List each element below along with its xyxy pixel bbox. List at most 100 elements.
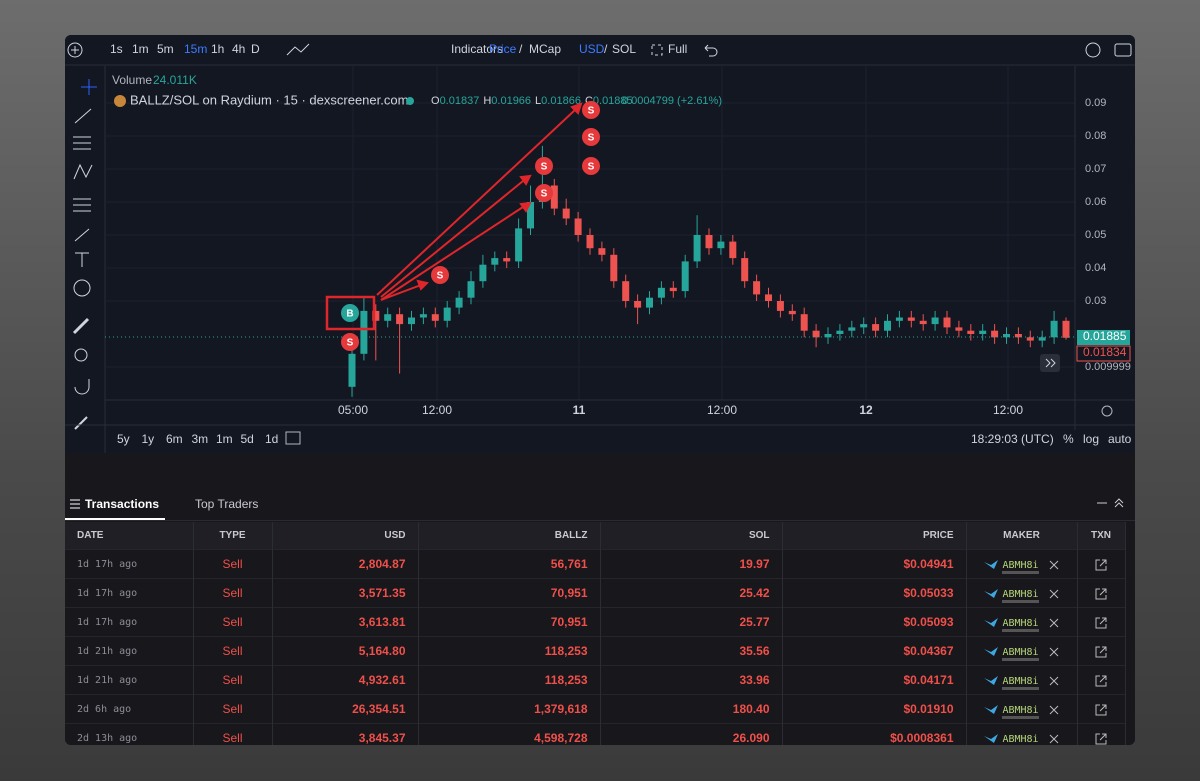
cell-date: 2d 6h ago [65,694,194,724]
filter-maker[interactable] [1049,560,1059,570]
filter-maker[interactable] [1049,589,1059,599]
panel-controls[interactable] [1095,497,1125,509]
tabs-background [65,453,1135,487]
add-icon[interactable] [67,42,83,58]
cell-txn [1077,607,1126,637]
brush-tool[interactable] [74,228,90,242]
filter-maker[interactable] [1049,618,1059,628]
candle-body [657,287,665,298]
ohlc-label: L [535,95,541,107]
cell-type: Sell [193,665,273,695]
candle-body [884,320,891,331]
interval-button[interactable]: D [251,42,260,56]
candle-body [1038,337,1046,341]
cell-price: $0.0008361 [782,723,967,745]
fullscreen-icon [651,44,663,56]
cell-sol: 35.56 [600,636,783,666]
candle-body [479,264,487,282]
open-txn[interactable] [1095,588,1107,600]
trade-marker [341,333,359,351]
percent-toggle[interactable]: % [1063,432,1074,446]
indicators-button[interactable]: Indicators [451,42,503,56]
y-tick-label: 0.04 [1085,262,1106,274]
interval-button[interactable]: 15m [184,42,207,56]
range-button[interactable]: 5d [241,432,254,446]
tab[interactable]: Transactions [85,497,160,511]
range-button[interactable]: 5y [117,432,130,446]
date-range-icon[interactable] [285,431,301,445]
maker[interactable]: ABMH8i [1002,705,1039,719]
x-tick-label: 11 [573,403,586,417]
trade-marker-label: S [541,189,548,200]
interval-button[interactable]: 5m [157,42,174,56]
settings-icon[interactable] [1085,42,1101,58]
x-tick-label: 12:00 [707,403,737,417]
log-toggle[interactable]: log [1083,432,1099,446]
maker[interactable]: ABMH8i [1002,676,1039,690]
app-window: Indicators Price / MCap USD / SOL Full 0… [65,35,1135,745]
filter-maker[interactable] [1049,647,1059,657]
maker[interactable]: ABMH8i [1002,589,1039,603]
mcap-toggle[interactable]: MCap [529,42,561,56]
candle-body [491,258,499,265]
magnet-tool[interactable] [74,379,90,395]
maker[interactable]: ABMH8i [1002,560,1039,574]
sol-toggle[interactable]: SOL [612,42,636,56]
open-txn[interactable] [1095,675,1107,687]
open-txn[interactable] [1095,704,1107,716]
range-button[interactable]: 1d [265,432,278,446]
maker[interactable]: ABMH8i [1002,734,1039,745]
candle-body [979,330,987,334]
cell-ballz: 1,379,618 [418,694,601,724]
interval-button[interactable]: 4h [232,42,245,56]
undo-icon[interactable] [704,44,718,57]
price-toggle[interactable]: Price [489,42,517,56]
interval-button[interactable]: 1m [132,42,149,56]
ruler-tool[interactable] [72,317,90,335]
open-txn[interactable] [1095,559,1107,571]
tab-underline [65,518,165,520]
candle-body [848,327,856,331]
icon-tool[interactable] [73,279,91,297]
maker[interactable]: ABMH8i [1002,647,1039,661]
interval-button[interactable]: 1h [211,42,224,56]
open-txn[interactable] [1095,617,1107,629]
interval-button[interactable]: 1s [110,42,123,56]
prediction-tool[interactable] [73,198,91,212]
text-tool[interactable] [75,252,89,267]
filter-maker[interactable] [1049,734,1059,744]
add-icon-cross [71,46,79,54]
axis-settings[interactable] [1101,405,1113,417]
column-header: DATE [65,522,194,550]
range-button[interactable]: 1m [216,432,233,446]
range-button[interactable]: 3m [192,432,209,446]
camera-icon[interactable] [1114,43,1132,57]
range-button[interactable]: 1y [142,432,155,446]
cell-ballz: 70,951 [418,578,601,608]
cell-sol: 33.96 [600,665,783,695]
tab[interactable]: Top Traders [195,497,259,511]
pattern-tool[interactable] [73,163,93,180]
usd-toggle[interactable]: USD [579,42,605,56]
candle-body [919,320,927,325]
range-button[interactable]: 6m [166,432,183,446]
clock: 18:29:03 (UTC) [971,432,1054,446]
auto-toggle[interactable]: auto [1108,432,1132,446]
full-button[interactable]: Full [668,42,687,56]
lock-tool[interactable] [74,416,88,430]
filter-maker[interactable] [1049,705,1059,715]
trendline-tool[interactable] [74,108,92,124]
candle-body [1003,334,1010,338]
candle-body [705,235,713,249]
open-txn[interactable] [1095,646,1107,658]
maker[interactable]: ABMH8i [1002,618,1039,632]
zoom-tool[interactable] [74,348,88,362]
separator: / [604,42,608,56]
line-type-icon[interactable] [286,43,310,56]
cell-sol: 19.97 [600,549,783,579]
volume-value: 24.011K [153,73,197,87]
fib-tool[interactable] [73,136,91,150]
open-txn[interactable] [1095,733,1107,745]
crosshair-tool[interactable] [81,79,97,95]
filter-maker[interactable] [1049,676,1059,686]
